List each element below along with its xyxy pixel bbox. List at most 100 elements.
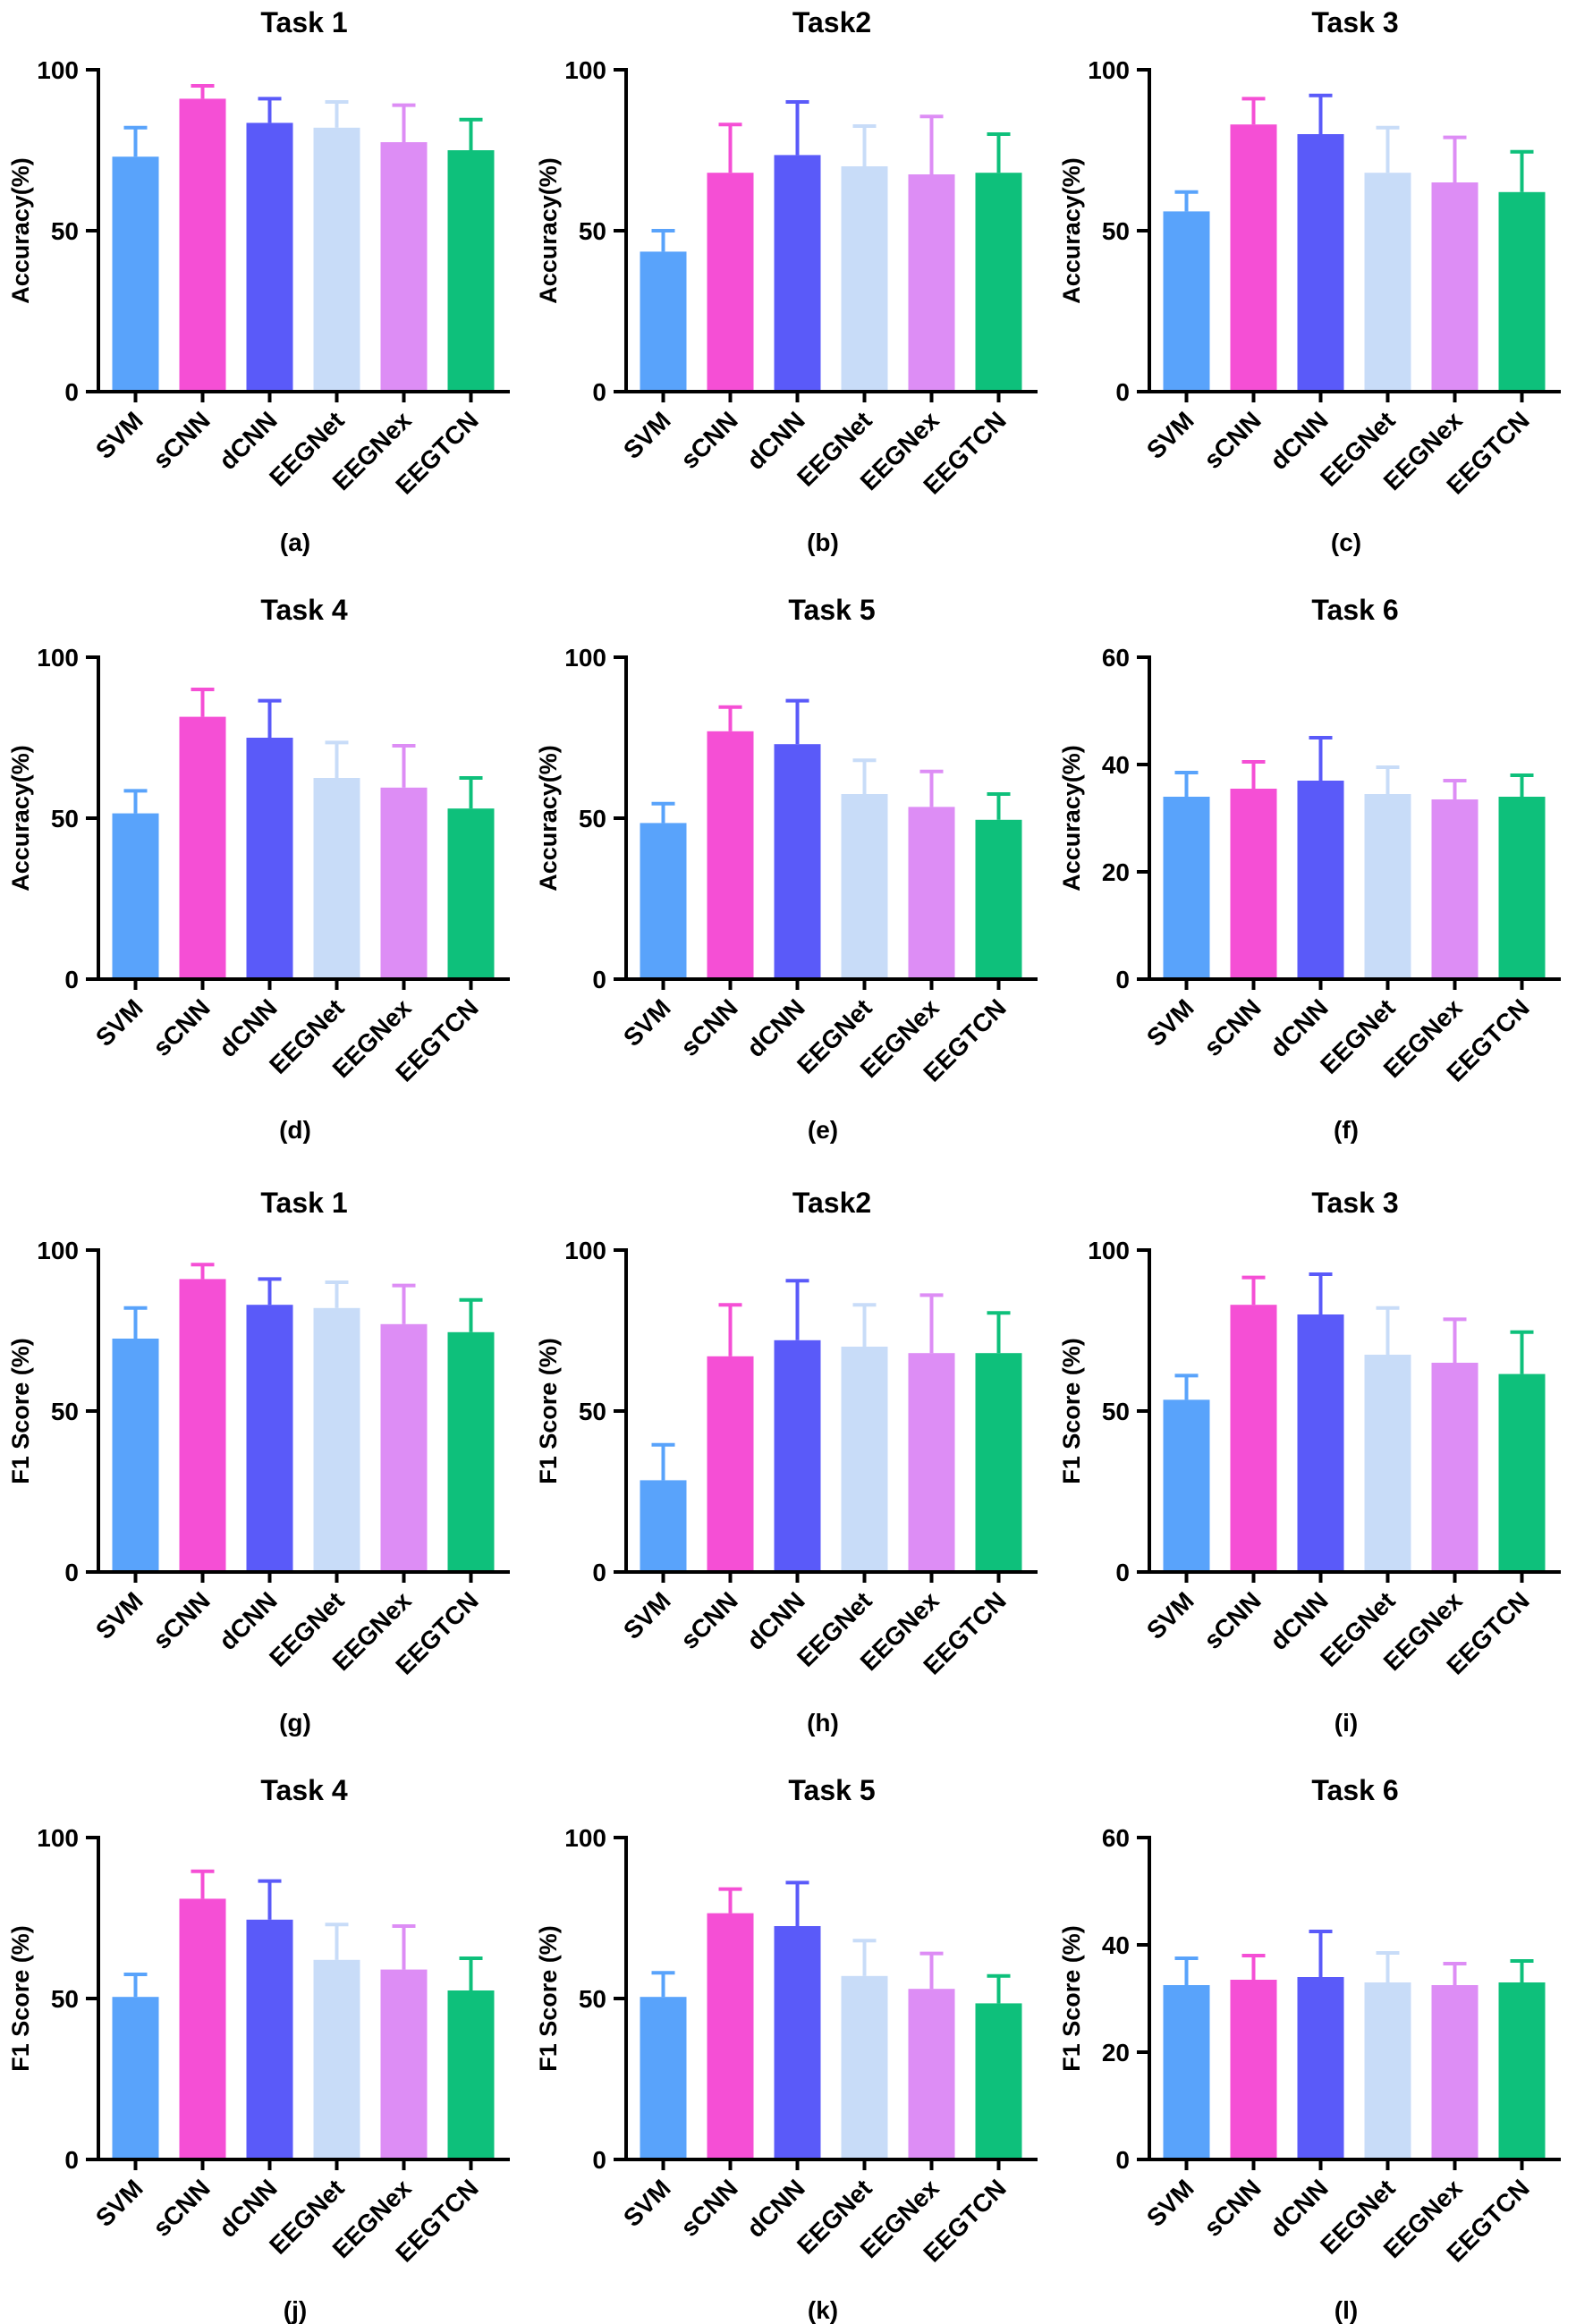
y-axis-label: F1 Score (%) [1058,1925,1085,2072]
y-axis-label: Accuracy(%) [1058,157,1085,304]
bar-scnn [1230,1980,1277,2159]
bar-eegtcn [975,173,1022,392]
y-tick-label: 50 [51,805,79,832]
chart-title: Task 4 [260,1774,347,1806]
y-axis-label: Accuracy(%) [7,157,34,304]
bar-eegnet [841,1347,888,1572]
bar-scnn [1230,124,1277,392]
x-tick-label: sCNN [675,993,743,1061]
chart-panel-i: Task 3F1 Score (%)SVM sCNNdCNNEEGNetEEGNe… [1058,1187,1561,1737]
bar-eegnet [313,127,360,393]
y-tick-label: 0 [64,1559,79,1586]
x-tick-label: SVM [90,1586,148,1644]
bar-dcnn [774,744,821,979]
bar-svm [640,251,687,392]
bar-eegnet [1364,1982,1411,2159]
x-tick-label: sCNN [148,406,216,474]
bar-eegtcn [447,1331,495,1572]
x-tick-label: SVM [618,406,676,464]
y-axis-label: Accuracy(%) [7,745,34,892]
y-tick-label: 50 [51,217,79,245]
bar-dcnn [246,1919,293,2159]
y-tick-label: 100 [564,1237,606,1264]
bar-scnn [707,1356,754,1572]
y-tick-label: 50 [579,1398,606,1425]
bar-eegnet [841,794,888,979]
bar-svm [1163,1399,1210,1572]
y-tick-label: 0 [64,2146,79,2174]
y-tick-label: 50 [51,1985,79,2013]
panel-label: (b) [807,528,839,556]
bar-eegnex [1431,1985,1479,2159]
y-tick-label: 100 [564,644,606,672]
bar-eegnet [1364,794,1411,979]
y-axis-label: F1 Score (%) [7,1925,34,2072]
x-tick-label: SVM [618,2174,676,2232]
bar-eegnex [380,1969,428,2159]
bar-eegnet [313,778,360,979]
y-axis-label: F1 Score (%) [7,1338,34,1484]
y-tick-label: 100 [37,644,79,672]
bar-svm [112,156,159,392]
chart-title: Task2 [792,1187,871,1219]
bar-scnn [707,173,754,392]
y-tick-label: 0 [1115,378,1130,406]
x-tick-label: sCNN [148,993,216,1061]
x-tick-label: sCNN [148,1586,216,1654]
bar-eegtcn [1498,1373,1546,1572]
chart-title: Task 6 [1311,1774,1398,1806]
bar-eegnex [380,142,428,392]
bar-eegnex [908,1353,955,1572]
y-tick-label: 60 [1102,1824,1130,1852]
y-tick-label: 0 [64,378,79,406]
bar-scnn [1230,1305,1277,1572]
x-tick-label: SVM [90,993,148,1052]
bar-svm [112,1997,159,2159]
chart-title: Task 4 [260,594,347,626]
panel-label: (l) [1335,2296,1358,2324]
y-tick-label: 0 [592,2146,606,2174]
y-axis-label: F1 Score (%) [535,1925,562,2072]
chart-panel-k: Task 5F1 Score (%)SVM sCNNdCNNEEGNetEEGNe… [535,1774,1038,2324]
chart-title: Task 3 [1311,1187,1398,1219]
y-tick-label: 0 [1115,966,1130,993]
y-tick-label: 0 [1115,1559,1130,1586]
x-tick-label: sCNN [1199,406,1267,474]
bar-dcnn [246,738,293,979]
y-tick-label: 40 [1102,751,1130,779]
bar-dcnn [774,1339,821,1572]
y-tick-label: 0 [592,378,606,406]
bar-eegnex [908,807,955,979]
x-tick-label: sCNN [675,1586,743,1654]
y-tick-label: 100 [1088,56,1130,84]
y-tick-label: 100 [37,56,79,84]
bar-eegtcn [1498,1982,1546,2159]
bar-dcnn [1297,134,1344,392]
panel-label: (i) [1335,1709,1358,1737]
bar-dcnn [774,155,821,392]
bar-dcnn [246,123,293,392]
chart-panel-l: Task 6F1 Score (%)SVM sCNNdCNNEEGNetEEGNe… [1058,1774,1561,2324]
y-axis-label: Accuracy(%) [535,745,562,892]
x-tick-label: SVM [1141,406,1199,464]
bar-eegtcn [447,150,495,392]
y-axis-label: F1 Score (%) [1058,1338,1085,1484]
x-tick-label: sCNN [148,2174,216,2242]
bar-scnn [179,1898,226,2159]
chart-title: Task 1 [260,6,347,38]
bar-scnn [179,1279,226,1572]
bar-eegnex [380,787,428,979]
bar-eegnex [908,1989,955,2159]
chart-panel-j: Task 4F1 Score (%)SVM sCNNdCNNEEGNetEEGNe… [7,1774,510,2324]
y-tick-label: 50 [579,217,606,245]
y-tick-label: 50 [579,805,606,832]
bar-eegnet [313,1959,360,2159]
x-tick-label: sCNN [1199,1586,1267,1654]
bar-svm [1163,1985,1210,2159]
bar-eegtcn [975,2003,1022,2159]
